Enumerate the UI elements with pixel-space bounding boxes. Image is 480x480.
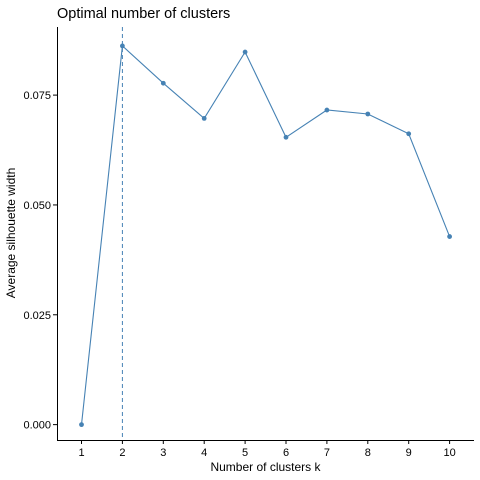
x-tick-label: 3 <box>160 447 166 459</box>
x-tick-label: 9 <box>406 447 412 459</box>
data-points <box>79 43 452 428</box>
series-line <box>80 44 451 425</box>
y-tick-label: 0.050 <box>23 200 51 212</box>
x-tick-label: 8 <box>365 447 371 459</box>
y-axis-label: Average silhouette width <box>4 168 18 299</box>
data-point <box>79 422 84 428</box>
x-tick-label: 1 <box>78 447 84 459</box>
x-tick-label: 4 <box>201 447 207 459</box>
data-point <box>242 49 248 55</box>
data-point <box>201 115 207 121</box>
x-ticks: 1 2 3 4 5 6 7 8 9 10 <box>78 440 456 459</box>
data-point <box>365 111 371 117</box>
x-tick-label: 5 <box>242 447 248 459</box>
y-ticks: 0.000 0.025 0.050 0.075 <box>23 90 57 432</box>
x-tick-label: 2 <box>119 447 125 459</box>
y-tick-label: 0.075 <box>23 90 51 102</box>
x-axis-label: Number of clusters k <box>210 460 321 474</box>
data-point <box>406 131 412 137</box>
data-point <box>447 234 452 239</box>
y-tick-label: 0.025 <box>23 310 51 322</box>
plot-area: 0.000 0.025 0.050 0.075 1 2 3 4 5 6 7 8 9 10 <box>23 27 474 459</box>
data-point <box>324 107 330 113</box>
x-tick-label: 10 <box>443 447 455 459</box>
data-point <box>160 80 166 86</box>
data-point <box>120 43 125 49</box>
y-tick-label: 0.000 <box>23 420 51 432</box>
x-tick-label: 6 <box>283 447 289 459</box>
x-tick-label: 7 <box>324 447 330 459</box>
chart-title: Optimal number of clusters <box>57 6 230 22</box>
data-point <box>283 134 289 140</box>
